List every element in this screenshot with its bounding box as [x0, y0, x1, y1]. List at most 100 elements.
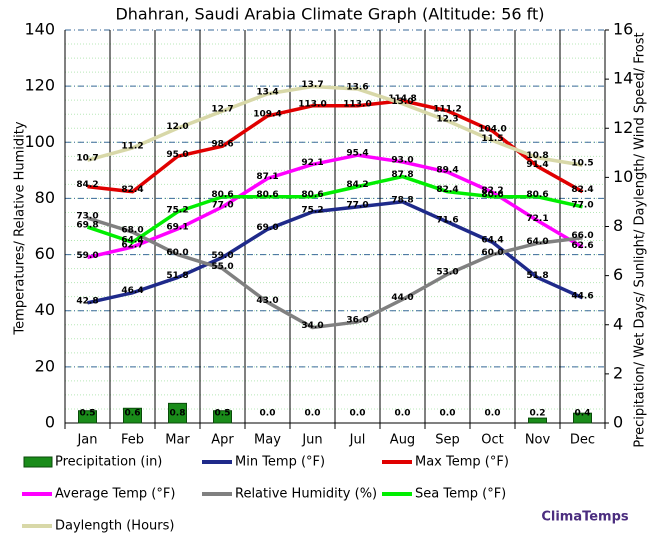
x-tick-label: May — [254, 433, 281, 448]
y2-tick-label: 8 — [613, 216, 623, 235]
data-label: 34.0 — [301, 321, 323, 331]
data-label: 0.0 — [395, 409, 411, 419]
data-label: 95.4 — [346, 149, 368, 159]
data-label: 91.4 — [526, 160, 548, 170]
data-label: 43.0 — [256, 296, 278, 306]
data-label: 80.6 — [301, 190, 323, 200]
data-label: 98.6 — [211, 140, 233, 150]
data-label: 69.1 — [166, 223, 188, 233]
data-label: 59.0 — [76, 251, 98, 261]
x-tick-label: Feb — [121, 433, 144, 448]
data-label: 80.6 — [211, 190, 233, 200]
data-label: 82.4 — [571, 185, 593, 195]
data-label: 62.7 — [121, 240, 143, 250]
y-axis-label: Temperatures/ Relative Humidity — [13, 121, 28, 335]
x-tick-label: Mar — [165, 433, 190, 448]
data-label: 69.8 — [76, 221, 98, 231]
data-label: 84.2 — [76, 180, 98, 190]
legend-label: Sea Temp (°F) — [415, 487, 506, 502]
y2-tick-label: 14 — [613, 69, 633, 88]
data-label: 44.0 — [391, 293, 413, 303]
x-tick-label: Dec — [570, 433, 595, 448]
bar — [123, 407, 142, 424]
y-tick-label: 0 — [45, 413, 55, 432]
bar — [528, 417, 547, 424]
data-label: 0.0 — [440, 409, 456, 419]
legend-label: Min Temp (°F) — [235, 455, 325, 470]
y-tick-label: 140 — [24, 20, 55, 39]
x-tick-label: Sep — [435, 433, 460, 448]
legend-label: Relative Humidity (%) — [235, 487, 377, 502]
series-line — [87, 200, 584, 305]
data-label: 92.1 — [301, 158, 323, 168]
data-label: 80.6 — [481, 190, 503, 200]
data-label: 0.2 — [530, 409, 546, 419]
data-label: 0.0 — [485, 409, 501, 419]
data-label: 64.0 — [526, 237, 548, 247]
data-label: 12.7 — [211, 105, 233, 115]
y-tick-label: 120 — [24, 76, 55, 95]
data-label: 87.1 — [256, 172, 278, 182]
series-line — [87, 84, 583, 167]
legend-label: Average Temp (°F) — [55, 487, 175, 502]
data-label: 13.7 — [301, 80, 323, 90]
data-label: 64.4 — [481, 236, 503, 246]
data-label: 46.4 — [121, 286, 143, 296]
data-label: 11.5 — [481, 134, 503, 144]
data-label: 53.0 — [436, 268, 458, 278]
y2-tick-label: 0 — [613, 413, 623, 432]
series-line — [86, 174, 583, 244]
data-label: 89.4 — [436, 166, 458, 176]
data-label: 95.0 — [166, 150, 188, 160]
data-label: 75.2 — [166, 205, 188, 215]
data-label: 44.6 — [571, 291, 593, 301]
y2-tick-label: 16 — [613, 20, 633, 39]
y2-tick-label: 12 — [613, 118, 633, 137]
data-label: 12.3 — [436, 114, 458, 124]
bar — [168, 402, 187, 424]
y-tick-label: 80 — [35, 188, 55, 207]
data-label: 0.4 — [575, 409, 591, 419]
data-label: 69.0 — [256, 223, 278, 233]
x-tick-label: Aug — [390, 433, 415, 448]
data-label: 62.6 — [571, 241, 593, 251]
data-label: 60.0 — [166, 248, 188, 258]
chart-title: Dhahran, Saudi Arabia Climate Graph (Alt… — [115, 5, 544, 24]
data-label: 113.0 — [343, 99, 371, 109]
data-label: 0.8 — [170, 409, 186, 419]
data-label: 13.0 — [391, 97, 413, 107]
legend-label: Daylength (Hours) — [55, 519, 174, 534]
data-label: 75.2 — [301, 205, 323, 215]
data-label: 36.0 — [346, 315, 368, 325]
data-label: 51.8 — [166, 271, 188, 281]
data-label: 10.8 — [526, 151, 548, 161]
legend-label: Max Temp (°F) — [415, 455, 509, 470]
data-label: 109.4 — [253, 109, 281, 119]
data-label: 71.6 — [436, 216, 458, 226]
data-label: 87.8 — [391, 170, 413, 180]
data-label: 11.2 — [121, 141, 143, 151]
x-tick-label: Apr — [211, 433, 234, 448]
y2-tick-label: 6 — [613, 265, 623, 284]
x-tick-label: Nov — [525, 433, 551, 448]
data-label: 0.0 — [350, 409, 366, 419]
legend-label: Precipitation (in) — [55, 455, 162, 470]
data-label: 12.0 — [166, 122, 188, 132]
y2-tick-label: 10 — [613, 167, 633, 186]
data-label: 77.0 — [346, 200, 368, 210]
x-tick-label: Jun — [301, 433, 322, 448]
data-label: 42.8 — [76, 296, 98, 306]
y-tick-label: 100 — [24, 132, 55, 151]
bar — [78, 410, 97, 424]
data-label: 59.0 — [211, 251, 233, 261]
data-label: 77.0 — [211, 200, 233, 210]
data-label: 0.0 — [260, 409, 276, 419]
data-label: 113.0 — [298, 99, 326, 109]
bar — [573, 412, 592, 424]
y-tick-label: 20 — [35, 356, 55, 375]
data-label: 82.2 — [481, 186, 503, 196]
y-tick-label: 60 — [35, 244, 55, 263]
data-label: 82.4 — [436, 185, 458, 195]
data-label: 55.0 — [211, 262, 233, 272]
